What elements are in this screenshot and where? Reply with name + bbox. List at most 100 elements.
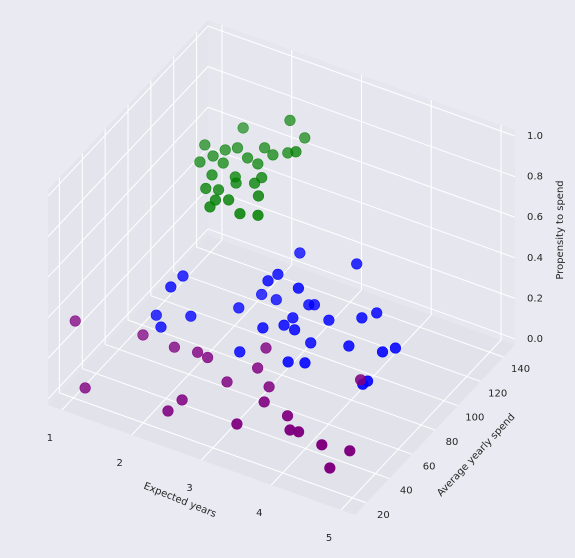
- x-tick-label: 1: [47, 433, 53, 444]
- data-point: [69, 315, 81, 327]
- z-tick-label: 1.0: [527, 131, 543, 142]
- x-tick-label: 4: [256, 508, 262, 519]
- data-point: [237, 122, 249, 134]
- data-point: [267, 149, 279, 161]
- data-point: [204, 201, 216, 213]
- data-point: [343, 340, 355, 352]
- x-tick-label: 2: [117, 458, 123, 469]
- grid-line: [173, 270, 481, 382]
- data-point: [371, 307, 383, 319]
- data-point: [162, 405, 174, 417]
- grid-line: [207, 187, 516, 299]
- data-point: [212, 184, 225, 196]
- data-point: [234, 346, 246, 358]
- data-point: [272, 268, 284, 280]
- data-point: [355, 374, 367, 386]
- data-point: [241, 152, 254, 164]
- data-point: [282, 356, 294, 368]
- grid-line: [196, 246, 504, 358]
- data-point: [294, 247, 306, 259]
- grid: [47, 25, 516, 511]
- data-point: [150, 309, 162, 321]
- grid-line: [59, 392, 367, 504]
- grid-line: [207, 228, 516, 340]
- data-point: [79, 382, 91, 394]
- grid-line: [127, 319, 436, 431]
- data-point: [308, 299, 321, 311]
- data-point: [299, 357, 311, 369]
- data-point: [270, 294, 282, 306]
- data-point: [376, 346, 389, 358]
- data-point: [199, 139, 211, 151]
- x-tick-label: 5: [326, 533, 332, 544]
- data-point: [206, 169, 218, 181]
- grid-line: [47, 25, 209, 197]
- data-point: [252, 190, 265, 202]
- data-point: [260, 342, 272, 354]
- data-point: [223, 194, 235, 206]
- data-point: [344, 445, 356, 457]
- data-point: [257, 322, 269, 334]
- data-point: [323, 314, 335, 326]
- z-tick-label: 0.2: [527, 293, 543, 304]
- data-point: [219, 144, 231, 156]
- data-point: [234, 208, 246, 220]
- data-point: [284, 114, 296, 127]
- grid-line: [47, 188, 209, 359]
- data-point: [278, 319, 290, 331]
- data-point: [252, 362, 264, 374]
- z-tick-label: 0.0: [527, 334, 543, 345]
- data-point: [231, 142, 244, 154]
- grid-line: [47, 147, 209, 319]
- data-point: [202, 351, 214, 364]
- y-tick-label: 120: [488, 388, 507, 399]
- data-point: [231, 418, 243, 430]
- y-tick-label: 40: [400, 486, 413, 497]
- data-point: [137, 329, 149, 341]
- data-point: [155, 321, 167, 333]
- data-point: [217, 157, 229, 169]
- y-tick-label: 100: [465, 413, 484, 424]
- data-point: [249, 177, 261, 189]
- data-point: [258, 396, 270, 408]
- y-tick-label: 140: [511, 364, 530, 375]
- data-point: [290, 146, 302, 158]
- data-point: [233, 302, 245, 314]
- data-point: [177, 270, 189, 282]
- data-point: [292, 282, 305, 294]
- z-axis-label: Propensity to spend: [555, 180, 566, 279]
- y-tick-label: 20: [377, 510, 390, 521]
- z-tick-label: 0.8: [527, 172, 543, 183]
- grid-line: [207, 106, 516, 218]
- data-point: [263, 381, 275, 393]
- data-point: [165, 281, 177, 293]
- data-point: [262, 275, 274, 287]
- data-point: [221, 376, 233, 388]
- data-point: [168, 341, 180, 353]
- x-tick-label: 3: [186, 483, 192, 494]
- data-point: [316, 439, 328, 451]
- grid-line: [47, 106, 209, 278]
- data-point: [192, 346, 204, 358]
- labels: 1 2 3 4 5 20 40 60 80 100 120 140 0.0 0.2 0.4 0.6 0.8 1.0: [47, 131, 543, 544]
- data-point: [293, 426, 305, 438]
- data-point: [230, 177, 242, 189]
- data-point: [200, 182, 212, 195]
- grid-line: [207, 25, 516, 137]
- data-point: [287, 312, 299, 324]
- data-point: [389, 342, 402, 354]
- points: [69, 114, 402, 474]
- data-point: [258, 142, 271, 154]
- data-point: [252, 158, 264, 170]
- data-point: [324, 462, 336, 474]
- data-point: [351, 258, 363, 270]
- data-point: [356, 312, 368, 324]
- z-tick-label: 0.4: [527, 253, 543, 264]
- data-point: [281, 410, 294, 422]
- data-point: [289, 324, 301, 336]
- data-point: [207, 150, 219, 162]
- data-point: [305, 337, 317, 349]
- data-point: [256, 288, 268, 301]
